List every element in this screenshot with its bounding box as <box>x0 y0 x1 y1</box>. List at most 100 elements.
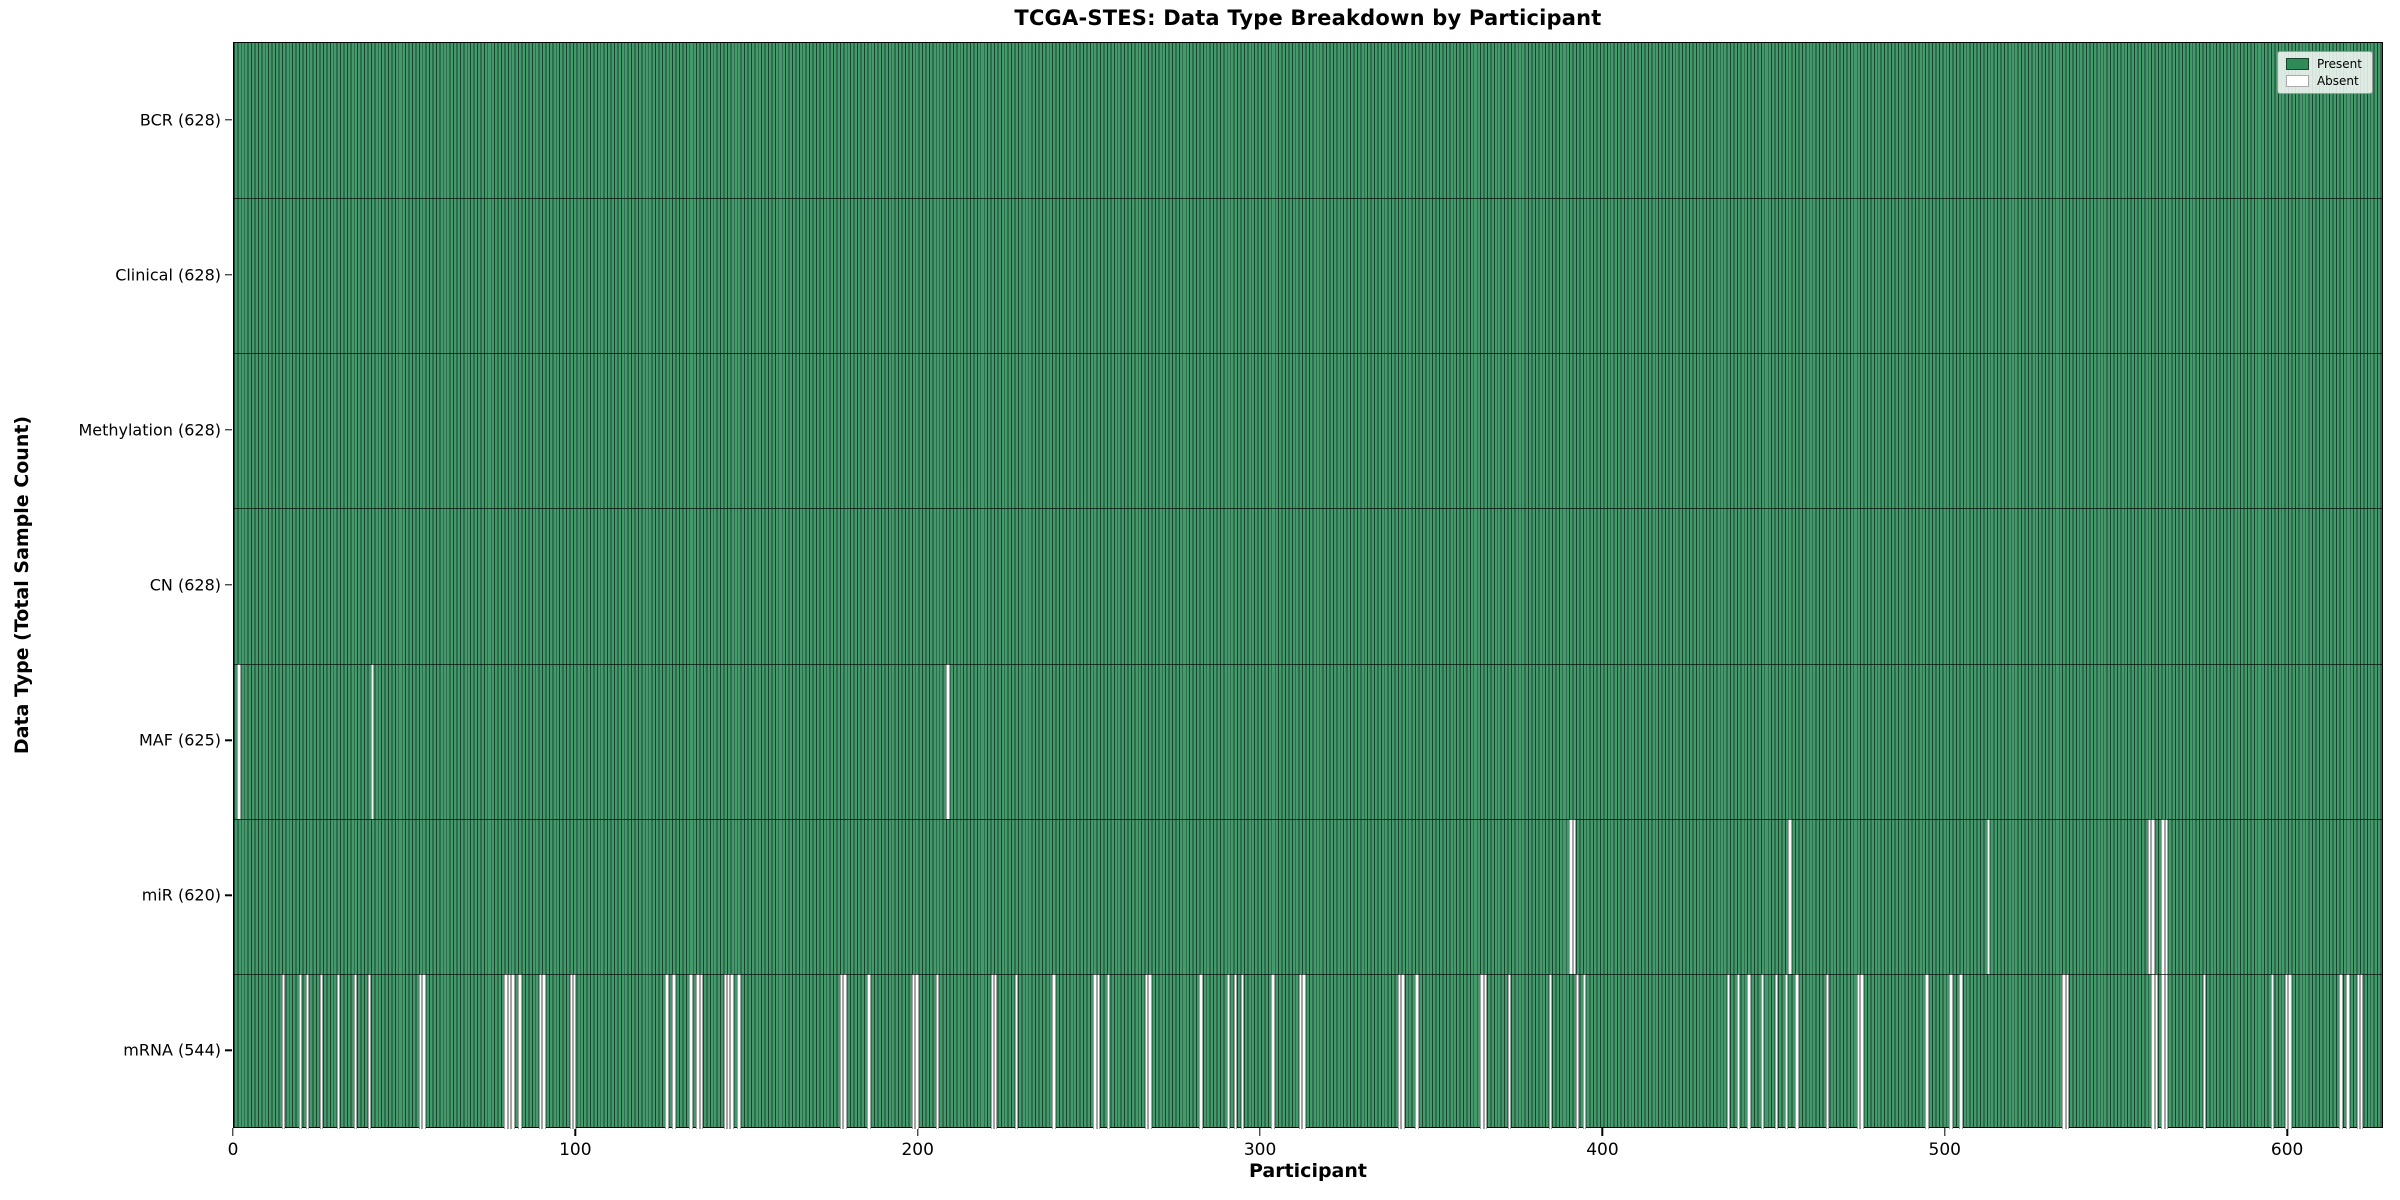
absent-cell-mRNA-311 <box>1298 973 1303 1129</box>
y-tick-label-Clinical: Clinical (628) <box>115 265 221 285</box>
y-tick-mark <box>225 118 232 121</box>
absent-cell-mRNA-39 <box>367 973 371 1129</box>
legend-entry-present: Present <box>2285 58 2362 70</box>
absent-cell-mRNA-144 <box>726 973 731 1129</box>
y-tick-label-miR: miR (620) <box>141 885 221 905</box>
y-tick-mark <box>225 1049 232 1052</box>
row-separator <box>234 818 2382 820</box>
absent-cell-mRNA-80 <box>507 973 512 1129</box>
y-axis-title: Data Type (Total Sample Count) <box>11 415 33 755</box>
absent-cell-mRNA-79 <box>504 973 508 1129</box>
legend-absent-label: Absent <box>2316 74 2359 88</box>
absent-cell-mRNA-621 <box>2360 973 2364 1129</box>
absent-cell-mRNA-599 <box>2284 973 2289 1129</box>
absent-cell-mRNA-595 <box>2271 973 2275 1129</box>
x-tick-label-100: 100 <box>559 1140 592 1160</box>
y-tick-mark <box>225 894 232 896</box>
absent-cell-mRNA-534 <box>2062 973 2066 1129</box>
legend-absent-swatch <box>2285 75 2309 87</box>
absent-cell-miR-560 <box>2151 818 2155 974</box>
x-tick-mark <box>1601 1128 1604 1136</box>
row-separator <box>234 198 2382 200</box>
absent-cell-mRNA-439 <box>1736 973 1741 1129</box>
absent-cell-mRNA-133 <box>689 973 693 1129</box>
absent-cell-mRNA-564 <box>2164 973 2169 1129</box>
absent-cell-mRNA-563 <box>2161 973 2165 1129</box>
absent-cell-mRNA-126 <box>665 973 669 1129</box>
absent-cell-mRNA-205 <box>935 973 940 1129</box>
absent-cell-mRNA-384 <box>1548 973 1553 1129</box>
y-tick-label-mRNA: mRNA (544) <box>123 1040 221 1060</box>
absent-cell-mRNA-98 <box>569 973 573 1129</box>
absent-cell-miR-454 <box>1788 818 1792 974</box>
absent-cell-mRNA-145 <box>730 973 734 1129</box>
absent-cell-mRNA-535 <box>2065 973 2070 1129</box>
absent-cell-mRNA-465 <box>1825 973 1830 1129</box>
absent-cell-mRNA-185 <box>867 973 871 1129</box>
absent-cell-mRNA-446 <box>1760 973 1765 1129</box>
absent-cell-mRNA-617 <box>2346 973 2350 1129</box>
absent-cell-mRNA-290 <box>1226 973 1231 1129</box>
absent-cell-mRNA-25 <box>319 973 323 1129</box>
absent-cell-mRNA-143 <box>723 973 727 1129</box>
x-tick-label-400: 400 <box>1586 1140 1619 1160</box>
x-tick-label-300: 300 <box>1243 1140 1277 1160</box>
absent-cell-mRNA-456 <box>1795 973 1799 1129</box>
absent-cell-mRNA-99 <box>572 973 577 1129</box>
y-tick-label-Methylation: Methylation (628) <box>78 420 221 440</box>
absent-cell-mRNA-221 <box>990 973 995 1129</box>
absent-cell-mRNA-372 <box>1507 973 1511 1129</box>
absent-cell-mRNA-177 <box>839 973 844 1129</box>
absent-cell-mRNA-292 <box>1233 973 1238 1129</box>
absent-cell-mRNA-600 <box>2288 973 2292 1129</box>
absent-cell-mRNA-251 <box>1093 973 1097 1129</box>
absent-cell-miR-559 <box>2147 818 2152 974</box>
absent-cell-mRNA-55 <box>422 973 426 1129</box>
absent-cell-mRNA-136 <box>699 973 704 1129</box>
absent-cell-mRNA-266 <box>1144 973 1149 1129</box>
absent-cell-mRNA-341 <box>1401 973 1405 1129</box>
x-tick-mark <box>574 1128 577 1136</box>
absent-cell-mRNA-501 <box>1949 973 1953 1129</box>
legend-entry-absent: Absent <box>2285 74 2362 88</box>
absent-cell-mRNA-615 <box>2339 973 2343 1129</box>
absent-cell-mRNA-30 <box>336 973 341 1129</box>
row-separator <box>234 353 2382 355</box>
absent-cell-mRNA-19 <box>299 973 303 1129</box>
absent-cell-mRNA-392 <box>1576 973 1580 1129</box>
y-tick-mark <box>225 429 232 431</box>
absent-cell-mRNA-453 <box>1784 973 1789 1129</box>
absent-cell-MAF-208 <box>946 663 950 819</box>
absent-cell-mRNA-198 <box>911 973 916 1129</box>
x-tick-label-600: 600 <box>2270 1140 2304 1160</box>
x-tick-label-500: 500 <box>1928 1140 1962 1160</box>
absent-cell-mRNA-252 <box>1096 973 1101 1129</box>
x-tick-mark <box>1259 1128 1261 1136</box>
absent-cell-mRNA-54 <box>418 973 423 1129</box>
absent-cell-mRNA-436 <box>1726 973 1731 1129</box>
absent-cell-mRNA-128 <box>672 973 676 1129</box>
row-separator <box>234 663 2382 665</box>
absent-cell-mRNA-178 <box>843 973 847 1129</box>
absent-cell-mRNA-21 <box>305 973 310 1129</box>
absent-cell-miR-390 <box>1569 818 1573 974</box>
absent-cell-mRNA-442 <box>1747 973 1751 1129</box>
absent-cell-mRNA-135 <box>696 973 700 1129</box>
absent-cell-mRNA-560 <box>2151 973 2155 1129</box>
absent-cell-mRNA-620 <box>2356 973 2361 1129</box>
x-tick-label-0: 0 <box>227 1140 239 1160</box>
absent-cell-mRNA-83 <box>518 973 522 1129</box>
x-tick-mark <box>232 1128 234 1136</box>
absent-cell-mRNA-475 <box>1860 973 1864 1129</box>
absent-cell-mRNA-303 <box>1271 973 1275 1129</box>
absent-cell-mRNA-345 <box>1415 973 1419 1129</box>
absent-cell-miR-564 <box>2164 818 2169 974</box>
absent-cell-miR-563 <box>2161 818 2165 974</box>
plot-area: Present Absent <box>233 42 2383 1129</box>
absent-cell-miR-391 <box>1572 818 1577 974</box>
y-tick-label-BCR: BCR (628) <box>139 110 221 130</box>
absent-cell-mRNA-575 <box>2202 973 2206 1129</box>
absent-cell-mRNA-89 <box>538 973 543 1129</box>
x-tick-mark <box>2286 1128 2288 1136</box>
